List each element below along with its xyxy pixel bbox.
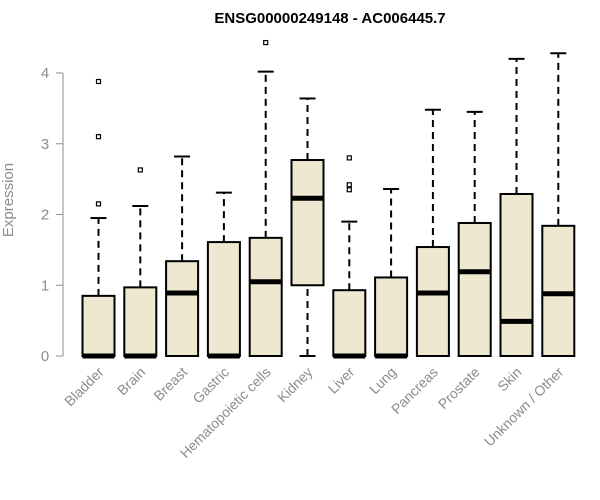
outlier-point (95, 201, 102, 207)
box-body (415, 246, 450, 357)
x-tick-label: Lung (366, 364, 399, 397)
outlier-point (263, 39, 269, 46)
x-tick-label: Unknown / Other (481, 364, 567, 450)
x-tick-label: Breast (150, 364, 190, 404)
y-tick-label: 1 (41, 277, 49, 294)
box-brain (123, 167, 158, 359)
y-axis: 0 1 2 3 4 (41, 65, 64, 365)
box-breast (165, 155, 200, 358)
box-body (290, 159, 325, 287)
box-body (165, 260, 200, 358)
y-tick-label: 3 (41, 136, 49, 153)
outlier-point (346, 187, 352, 193)
box-body (457, 221, 492, 357)
chart-title: ENSG00000249148 - AC006445.7 (214, 10, 445, 27)
box-body (248, 236, 283, 357)
x-tick-label: Liver (325, 364, 358, 397)
box-body (541, 224, 576, 357)
box-body (374, 276, 409, 357)
box-body (499, 192, 534, 357)
outlier-point (95, 78, 102, 85)
box-body (332, 289, 367, 358)
box-kidney (290, 97, 325, 357)
outlier-point (346, 182, 352, 188)
x-tick-label: Skin (494, 364, 525, 395)
box-hematopoietic-cells (248, 39, 283, 357)
x-tick-label: Brain (114, 364, 148, 398)
outlier-point (137, 167, 143, 173)
box-lung (374, 188, 409, 359)
y-axis-label: Expression (0, 163, 17, 237)
box-gastric (206, 191, 241, 359)
box-unknown-other (541, 52, 576, 357)
y-tick-label: 4 (41, 65, 49, 82)
y-tick-label: 2 (41, 207, 49, 224)
boxes-group (81, 39, 576, 359)
box-prostate (457, 110, 492, 357)
box-skin (499, 57, 534, 357)
x-tick-label: Prostate (435, 364, 483, 412)
x-tick-label: Kidney (274, 364, 316, 406)
box-pancreas (415, 108, 450, 357)
box-body (81, 294, 116, 357)
outlier-point (95, 134, 102, 140)
box-body (206, 241, 241, 357)
x-tick-label: Bladder (61, 364, 107, 410)
outlier-point (346, 155, 352, 161)
box-body (123, 286, 158, 357)
box-bladder (81, 78, 116, 359)
box-liver (332, 155, 367, 359)
y-tick-label: 0 (41, 348, 49, 365)
